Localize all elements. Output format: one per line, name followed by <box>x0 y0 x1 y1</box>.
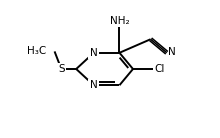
Text: NH₂: NH₂ <box>110 16 129 26</box>
Text: Cl: Cl <box>155 64 165 74</box>
Text: H₃C: H₃C <box>27 46 46 56</box>
Text: N: N <box>168 47 176 57</box>
Text: N: N <box>90 48 98 58</box>
Text: N: N <box>90 80 98 90</box>
Text: S: S <box>58 64 65 74</box>
